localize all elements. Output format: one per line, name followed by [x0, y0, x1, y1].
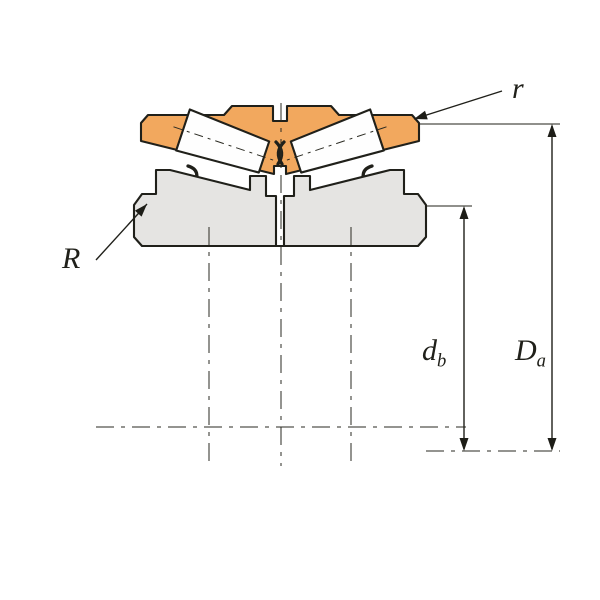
- label-Da: Da: [514, 334, 546, 372]
- label-r: r: [512, 72, 524, 105]
- label-db: db: [422, 334, 446, 372]
- bearing-cross-section-diagram: Rr db Da: [0, 0, 600, 600]
- label-R: R: [61, 242, 80, 275]
